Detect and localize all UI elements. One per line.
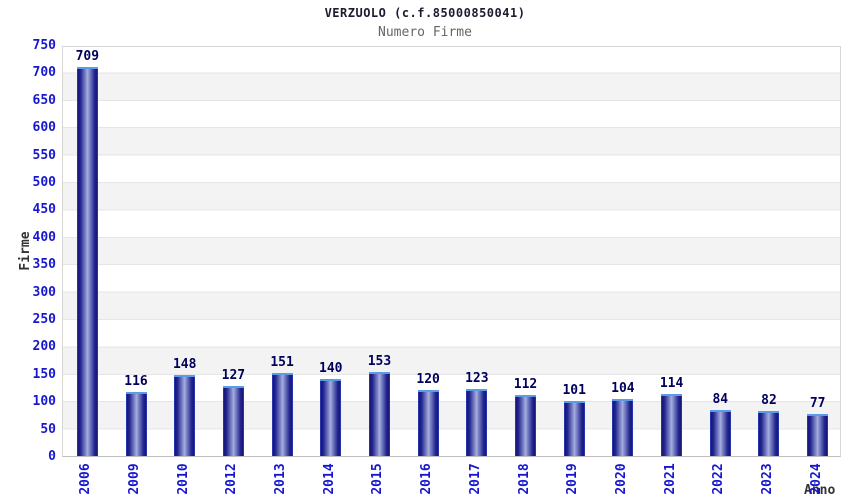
bar — [515, 394, 537, 456]
x-tick-label: 2012 — [224, 463, 240, 495]
x-tick-label: 2022 — [711, 463, 727, 495]
bar — [758, 411, 780, 456]
bar — [807, 413, 829, 456]
chart-title: VERZUOLO (c.f.85000850041) — [324, 6, 526, 20]
x-tick-label: 2020 — [613, 463, 629, 495]
bar-value-label: 114 — [659, 375, 684, 391]
y-tick-label: 50 — [40, 421, 56, 437]
bar-value-label: 112 — [513, 376, 538, 392]
y-tick-label: 0 — [48, 449, 56, 464]
plot-area: 709 116 148 127 151 140 153 120 123 112 101 104 114 8… — [62, 46, 841, 457]
bar-value-label: 77 — [809, 395, 826, 411]
y-tick-label: 300 — [32, 284, 56, 300]
x-tick-label: 2013 — [273, 463, 289, 495]
bar-value-label: 104 — [611, 381, 635, 397]
bar — [612, 399, 634, 456]
bar — [563, 400, 585, 456]
y-tick-label: 350 — [32, 257, 56, 273]
y-tick-label: 400 — [32, 229, 56, 245]
y-tick-label: 650 — [32, 92, 56, 108]
x-tick-label: 2024 — [808, 463, 824, 495]
x-tick-label: 2018 — [516, 463, 532, 495]
x-tick-label: 2016 — [419, 463, 435, 495]
bar — [222, 386, 244, 456]
x-tick-label: 2010 — [175, 463, 191, 495]
x-tick-label: 2009 — [127, 463, 143, 495]
x-tick-label: 2021 — [662, 463, 678, 495]
y-tick-label: 100 — [32, 394, 56, 410]
x-tick-label: 2023 — [759, 463, 775, 495]
x-tick-label: 2014 — [321, 463, 337, 495]
bar — [368, 372, 390, 456]
y-tick-label: 450 — [32, 202, 56, 218]
x-tick-label: 2017 — [467, 463, 483, 495]
bar — [466, 388, 488, 456]
bar-value-label: 127 — [221, 368, 246, 384]
bar — [709, 409, 731, 456]
bar-value-label: 116 — [124, 374, 148, 390]
y-tick-label: 500 — [32, 175, 56, 190]
y-tick-label: 250 — [32, 312, 56, 327]
y-tick-label: 200 — [32, 339, 56, 355]
bar-value-label: 82 — [761, 393, 777, 409]
bar-value-label: 84 — [712, 391, 729, 407]
bar — [271, 373, 293, 456]
bar-value-label: 709 — [75, 49, 100, 65]
y-tick-label: 600 — [32, 120, 56, 136]
y-tick-label: 750 — [32, 38, 56, 53]
chart-subtitle: Numero Firme — [378, 25, 472, 40]
bar-value-label: 153 — [367, 354, 392, 370]
bar — [320, 379, 342, 456]
y-tick-label: 550 — [32, 147, 56, 163]
x-tick-label: 2006 — [78, 463, 94, 495]
bar — [417, 390, 439, 456]
bar-value-label: 120 — [416, 372, 440, 388]
bar — [174, 374, 196, 456]
y-tick-label: 700 — [32, 65, 56, 81]
bar-value-label: 151 — [270, 355, 294, 371]
bar-value-label: 148 — [172, 356, 197, 372]
x-tick-label: 2019 — [565, 463, 581, 495]
bar — [661, 393, 683, 456]
bar-value-label: 101 — [562, 382, 586, 398]
x-axis-title: Anno — [804, 483, 836, 498]
bar-value-label: 123 — [465, 370, 489, 386]
bar-value-label: 140 — [319, 361, 343, 377]
bar — [125, 392, 147, 456]
bar — [76, 67, 98, 456]
x-tick-label: 2015 — [370, 463, 386, 495]
y-tick-label: 150 — [32, 366, 56, 382]
